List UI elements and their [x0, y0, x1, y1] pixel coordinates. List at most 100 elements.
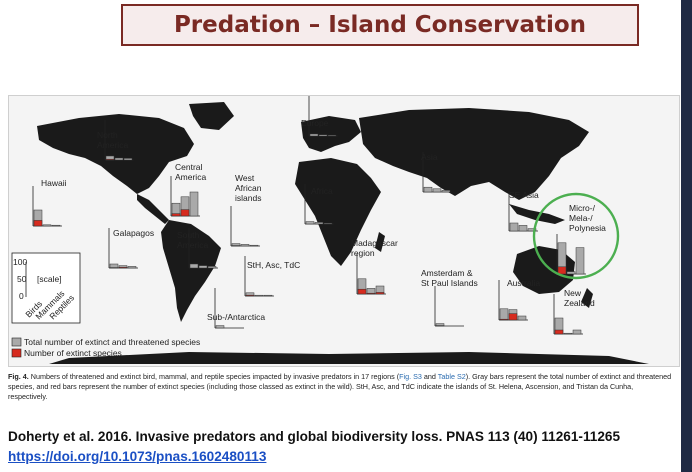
bar-total-reptiles — [189, 191, 199, 217]
bar-extinct-reptiles — [375, 292, 385, 295]
bar-total-birds — [509, 222, 519, 232]
bar-total-reptiles — [517, 315, 527, 321]
bar-total-reptiles — [127, 266, 137, 269]
bar-total-mammals — [318, 134, 328, 137]
highlight-circle — [532, 192, 620, 280]
region-label: Polynesia — [569, 223, 606, 233]
bar-total-reptiles — [575, 247, 585, 275]
region-label: Galapagos — [113, 228, 154, 238]
legend-label-total: Total number of extinct and threatened s… — [24, 337, 200, 347]
region-label: SE Asia — [509, 190, 539, 200]
bar-total-reptiles — [263, 294, 273, 297]
region-label: Australia — [507, 278, 540, 288]
region-hawaii: Hawaii — [32, 178, 67, 227]
region-label: New — [564, 288, 582, 298]
bar-total-birds — [423, 186, 433, 193]
bar-total-mammals — [518, 225, 528, 232]
region-label: Hawaii — [41, 178, 67, 188]
region-label: West — [235, 173, 255, 183]
region-label: America — [175, 172, 206, 182]
region-sub-antarctica: Sub-/Antarctica — [207, 288, 265, 329]
region-label: Europe — [301, 118, 329, 128]
bar-total-mammals — [114, 157, 124, 161]
bar-total-birds — [499, 308, 509, 321]
region-charts: NorthAmericaHawaiiCentralAmericaGalapago… — [32, 96, 606, 335]
region-label: Zealand — [564, 298, 595, 308]
figure-panel: North America Hawaii Central America Galapago… — [8, 95, 680, 367]
continent-africa — [295, 158, 381, 266]
bar-extinct-mammals — [180, 209, 190, 217]
caption-text-before: Numbers of threatened and extinct bird, … — [30, 372, 400, 381]
bar-total-reptiles — [572, 329, 582, 335]
legend-swatch-total — [11, 337, 22, 347]
caption-ref-table-s2[interactable]: Table S2 — [437, 372, 466, 381]
scale-box: 100 50 0 [scale] Birds Mammals Reptiles — [11, 252, 81, 324]
continent-south-america — [161, 220, 221, 322]
region-label: Sub-/Antarctica — [207, 312, 265, 322]
bar-total-birds — [305, 221, 315, 225]
bar-total-reptiles — [51, 224, 61, 227]
region-label: islands — [235, 193, 261, 203]
legend: Total number of extinct and threatened s… — [11, 337, 200, 358]
continent-new-zealand — [581, 288, 593, 308]
bar-extinct-birds — [557, 266, 567, 275]
region-label: South — [177, 230, 199, 240]
bar-total-reptiles — [249, 244, 259, 247]
scale-tick-bottom: 0 — [19, 291, 24, 301]
region-label: Asia — [421, 152, 438, 162]
region-amsterdam-st-paul-islands: Amsterdam &St Paul Islands — [421, 268, 478, 327]
region-africa: Africa — [304, 184, 334, 225]
world-map — [37, 102, 649, 364]
region-label: Mela-/ — [569, 213, 593, 223]
bar-extinct-birds — [105, 158, 115, 161]
bar-total-reptiles — [327, 134, 337, 137]
bar-total-reptiles — [123, 158, 133, 161]
doi-link[interactable]: https://doi.org/10.1073/pnas.1602480113 — [8, 449, 267, 464]
region-label: StH, Asc, TdC — [247, 260, 300, 270]
scale-tick-top: 100 — [13, 257, 27, 267]
bar-total-mammals — [254, 294, 264, 297]
region-micro-mela-polynesia: Micro-/Mela-/Polynesia — [556, 203, 606, 275]
region-label: America — [177, 240, 208, 250]
region-europe: Europe — [301, 96, 338, 137]
region-label: Central — [175, 162, 203, 172]
bar-total-mammals — [314, 222, 324, 225]
bar-extinct-mammals — [118, 266, 128, 269]
scale-tick-mid: 50 — [17, 274, 27, 284]
bar-extinct-mammals — [508, 313, 518, 321]
bar-total-birds — [309, 133, 319, 137]
bar-total-mammals — [566, 271, 576, 275]
bar-total-reptiles — [441, 190, 451, 193]
bar-extinct-birds — [33, 220, 43, 227]
caption-ref-fig-s3[interactable]: Fig. S3 — [399, 372, 422, 381]
bar-extinct-mammals — [366, 292, 376, 295]
legend-swatch-extinct — [11, 348, 22, 358]
region-sth-asc-tdc: StH, Asc, TdC — [244, 256, 300, 297]
continent-asia — [359, 108, 589, 200]
citation-text: Doherty et al. 2016. Invasive predators … — [8, 429, 621, 444]
bar-extinct-birds — [357, 288, 367, 295]
bar-total-mammals — [432, 188, 442, 193]
region-se-asia: SE Asia — [508, 190, 539, 232]
region-asia: Asia — [421, 152, 452, 193]
slide-edge-bar — [681, 0, 692, 472]
bar-total-birds — [189, 263, 199, 269]
scale-box-frame — [11, 252, 81, 324]
region-label: North — [97, 130, 118, 140]
slide-title: Predation – Island Conservation — [173, 12, 587, 38]
caption-label: Fig. 4. — [8, 372, 29, 381]
continent-antarctica — [49, 352, 649, 364]
region-label: African — [235, 183, 262, 193]
region-label: Micro-/ — [569, 203, 596, 213]
bar-total-mammals — [240, 244, 250, 247]
slide-title-box: Predation – Island Conservation — [121, 4, 639, 46]
bar-total-mammals — [42, 224, 52, 227]
caption-text-after: ). Gray bars represent the total number … — [8, 372, 672, 401]
bar-extinct-birds — [499, 318, 509, 321]
